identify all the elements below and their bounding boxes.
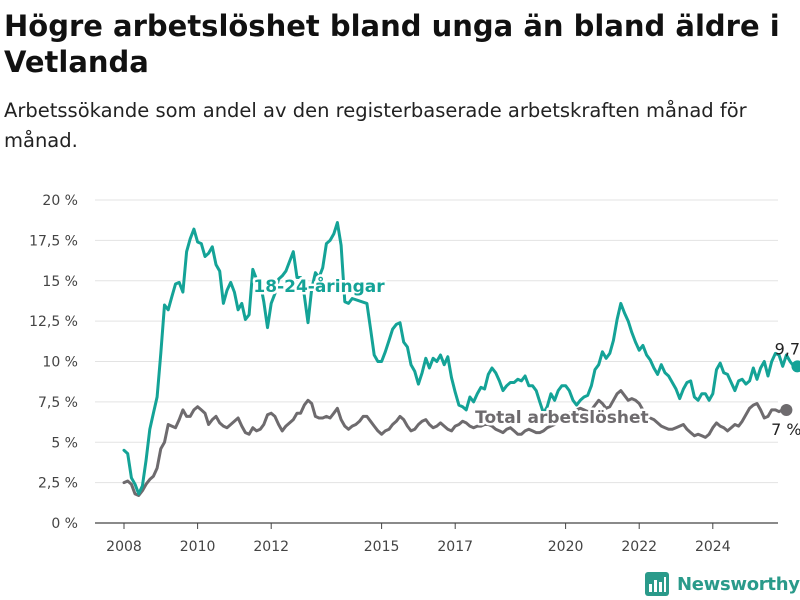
end-point-youth xyxy=(791,360,800,373)
series-line-youth xyxy=(122,221,799,496)
x-tick-label: 2017 xyxy=(437,539,473,555)
series-line-total xyxy=(122,389,788,497)
series-label-total: Total arbetslöshet xyxy=(475,408,649,428)
series-label-youth: 18-24-åringar xyxy=(253,275,385,297)
y-tick-label: 0 % xyxy=(51,516,78,532)
end-label-youth: 9,7 % xyxy=(775,339,800,358)
brand-name: Newsworthy xyxy=(677,573,800,595)
y-tick-label: 7,5 % xyxy=(38,395,78,411)
y-tick-label: 15 % xyxy=(42,274,78,290)
x-tick-label: 2020 xyxy=(548,539,584,555)
end-label-total: 7 % xyxy=(771,420,800,439)
x-tick-label: 2024 xyxy=(695,539,731,555)
y-tick-label: 2,5 % xyxy=(38,476,78,492)
x-tick-label: 2008 xyxy=(106,539,142,555)
series-lines xyxy=(122,221,799,497)
end-points: 9,7 % 7 % xyxy=(771,339,800,439)
y-tick-label: 12,5 % xyxy=(29,314,78,330)
y-tick-label: 10 % xyxy=(42,355,78,371)
chart-subtitle: Arbetssökande som andel av den registerb… xyxy=(4,99,747,152)
newsworthy-logo-icon xyxy=(645,572,669,596)
x-tick-label: 2010 xyxy=(180,539,216,555)
y-tick-label: 17,5 % xyxy=(29,233,78,249)
x-axis-ticks: 2008 2010 2012 2015 2017 2020 2022 2024 xyxy=(106,523,731,555)
y-tick-label: 20 % xyxy=(42,193,78,209)
chart-title: Högre arbetslöshet bland unga än bland ä… xyxy=(4,9,780,79)
x-tick-label: 2022 xyxy=(621,539,657,555)
x-tick-label: 2015 xyxy=(364,539,400,555)
series-labels: 18-24-åringar Total arbetslöshet xyxy=(251,273,651,431)
x-tick-label: 2012 xyxy=(253,539,289,555)
end-point-total xyxy=(780,403,793,416)
brand-logo: Newsworthy xyxy=(644,570,800,598)
y-axis-ticks: 0 % 2,5 % 5 % 7,5 % 10 % 12,5 % 15 % 17,5 % 20 % xyxy=(29,193,78,532)
y-tick-label: 5 % xyxy=(51,435,78,451)
